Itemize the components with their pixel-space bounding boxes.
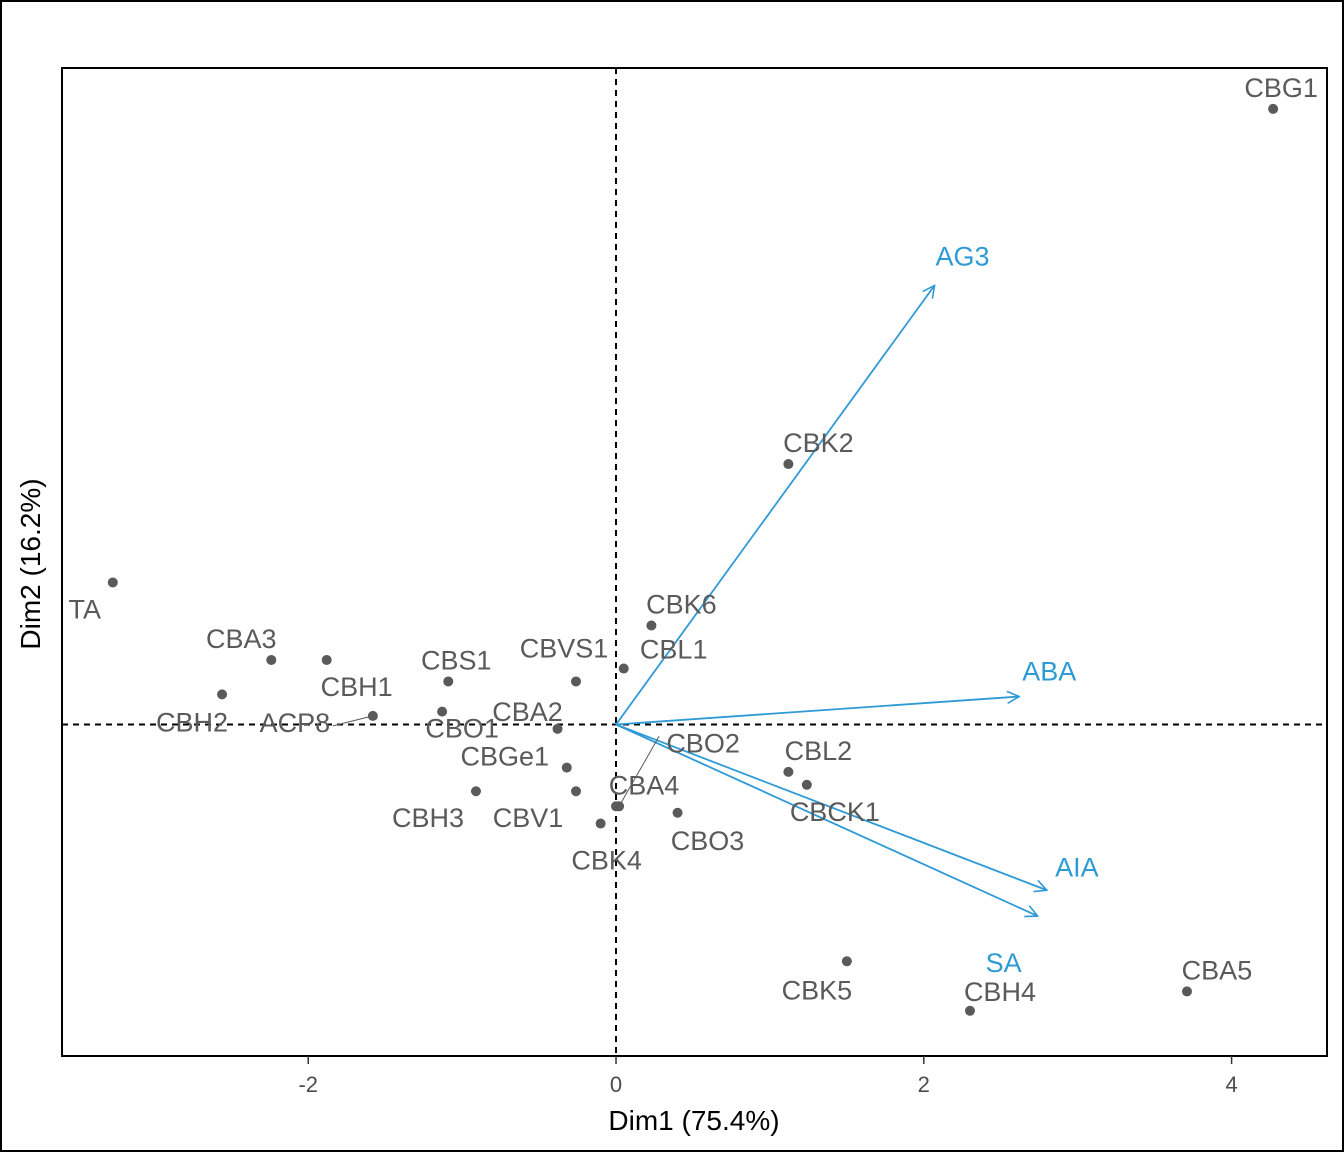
point-label-cbh4: CBH4: [964, 977, 1036, 1007]
point-label-cba3: CBA3: [206, 624, 277, 654]
point-cba3: [266, 654, 277, 665]
panel-border: [61, 67, 1328, 1057]
point-label-cbo2: CBO2: [666, 728, 740, 758]
observation-labels: CBG1 CBK2 TA CBK6 CBA3 CBVS1 CBL1 CBS1 CBH1 CBH2 A…: [69, 73, 1318, 1007]
arrow-label-aia: AIA: [1055, 852, 1099, 882]
point-label-ta: TA: [69, 594, 102, 624]
point-cbg1: [1268, 103, 1279, 114]
point-label-cbh3: CBH3: [392, 803, 464, 833]
x-tick-label: 0: [610, 1072, 622, 1097]
point-cbk6: [646, 620, 657, 631]
point-label-cbge1: CBGe1: [460, 742, 549, 772]
point-cbk2: [783, 459, 794, 470]
point-cbo3: [672, 807, 683, 818]
variable-labels: AG3 ABA AIA SA: [936, 241, 1099, 978]
point-cbk4: [595, 818, 606, 829]
point-cba2: [552, 723, 563, 734]
x-tick-label: -2: [298, 1072, 318, 1097]
point-cbvs1: [571, 676, 582, 687]
point-cbl2: [783, 766, 794, 777]
connector-acp8: [332, 715, 373, 727]
point-label-cbo1: CBO1: [425, 714, 499, 744]
point-cbh4: [964, 1005, 975, 1016]
point-label-cba5: CBA5: [1182, 955, 1253, 985]
point-acp8: [367, 710, 378, 721]
point-label-cbk5: CBK5: [782, 975, 853, 1005]
arrow-sa: [615, 723, 1038, 917]
point-label-cbk2: CBK2: [783, 428, 854, 458]
point-cbk5: [841, 956, 852, 967]
point-label-cbl1: CBL1: [640, 635, 708, 665]
point-cba4: [611, 801, 622, 812]
reference-lines: [62, 68, 1327, 1056]
point-label-cbg1: CBG1: [1244, 73, 1318, 103]
x-axis-title: Dim1 (75.4%): [608, 1105, 779, 1136]
arrow-aia: [615, 723, 1047, 891]
point-label-cba4: CBA4: [609, 770, 680, 800]
y-axis-title: Dim2 (16.2%): [15, 478, 46, 649]
x-tick-label: 2: [918, 1072, 930, 1097]
point-label-cbck1: CBCK1: [790, 797, 880, 827]
point-cbh1: [321, 654, 332, 665]
arrow-label-aba: ABA: [1022, 657, 1076, 687]
point-cbh2: [217, 689, 228, 700]
x-axis-ticks: -2 0 2 4: [298, 1056, 1238, 1097]
point-cbh3: [470, 786, 481, 797]
variable-arrows: [615, 285, 1047, 917]
point-label-acp8: ACP8: [260, 708, 331, 738]
point-cbge1: [561, 762, 572, 773]
arrow-aba: [615, 697, 1019, 726]
point-label-cbl2: CBL2: [785, 736, 853, 766]
observation-points: [107, 103, 1279, 1016]
point-cbl1: [618, 663, 629, 674]
point-cbo1: [437, 706, 448, 717]
point-label-cbvs1: CBVS1: [520, 633, 609, 663]
point-cbv1: [571, 786, 582, 797]
point-cbck1: [801, 779, 812, 790]
point-label-cbs1: CBS1: [421, 645, 492, 675]
point-label-cbv1: CBV1: [493, 803, 564, 833]
connector-cbo2: [618, 736, 660, 807]
point-ta: [107, 577, 118, 588]
point-label-cbh2: CBH2: [156, 707, 228, 737]
point-cbs1: [443, 676, 454, 687]
label-connectors: [332, 715, 660, 807]
point-label-cba2: CBA2: [492, 697, 563, 727]
point-label-cbk4: CBK4: [571, 846, 642, 876]
point-label-cbh1: CBH1: [321, 672, 393, 702]
arrow-label-ag3: AG3: [936, 241, 990, 271]
point-label-cbo3: CBO3: [671, 826, 745, 856]
point-label-cbk6: CBK6: [646, 589, 717, 619]
arrow-ag3: [615, 285, 935, 726]
x-tick-label: 4: [1225, 1072, 1237, 1097]
arrow-label-sa: SA: [986, 948, 1022, 978]
point-cba5: [1181, 986, 1192, 997]
